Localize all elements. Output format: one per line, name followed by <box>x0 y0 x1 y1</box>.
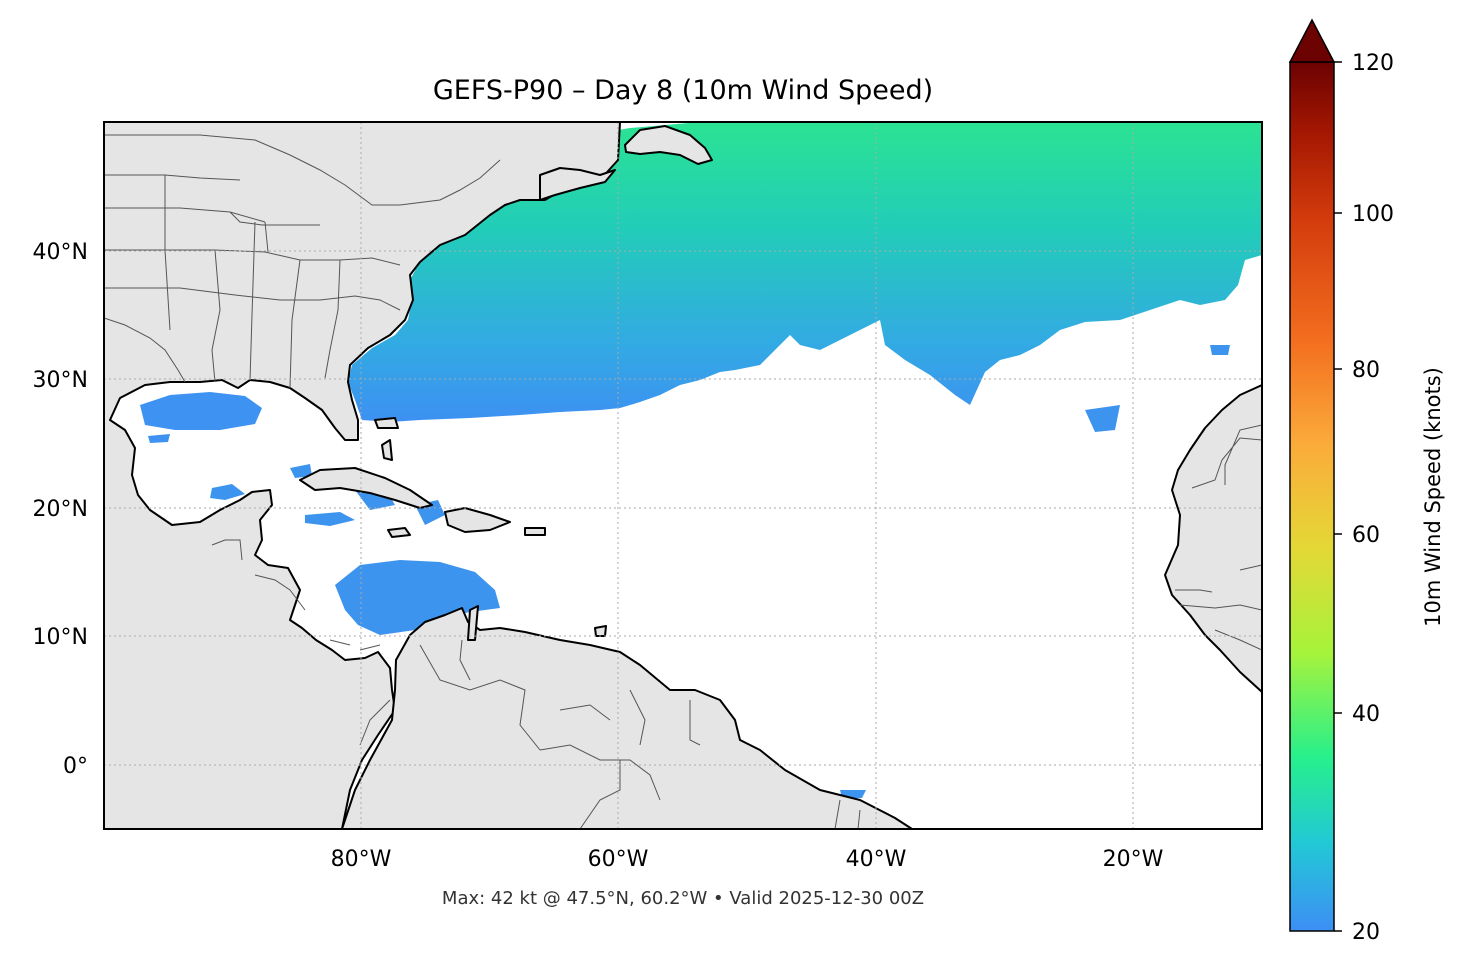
lon-tick-label: 40°W <box>846 847 907 872</box>
land-trinidad <box>594 625 607 637</box>
colorbar-tick-label: 80 <box>1352 358 1380 383</box>
border-us-mexico <box>104 317 186 383</box>
lon-tick-label: 80°W <box>331 847 392 872</box>
colorbar: 20 40 60 80 100 120 10m Wind Speed (knot… <box>1288 18 1445 945</box>
land-jamaica <box>387 527 411 538</box>
lon-tick-labels: 80°W 60°W 40°W 20°W <box>331 847 1164 872</box>
land-south-america <box>341 607 913 829</box>
lat-tick-label: 30°N <box>33 368 88 393</box>
gridlines <box>104 122 1262 829</box>
border-us-canada <box>104 134 501 206</box>
land-africa <box>1164 384 1262 693</box>
colorbar-tick-label: 60 <box>1352 523 1380 548</box>
lat-tick-label: 0° <box>63 754 88 779</box>
land-masses <box>104 122 1262 829</box>
colorbar-ticks <box>1334 61 1342 932</box>
lat-tick-label: 40°N <box>33 240 88 265</box>
border-africa <box>1175 424 1262 651</box>
map-area <box>104 122 1262 829</box>
land-cuba <box>299 467 433 509</box>
colorbar-tick-label: 120 <box>1352 51 1394 76</box>
land-yucatan-island <box>467 605 479 641</box>
wind-field-gulf <box>140 392 262 430</box>
land-newfoundland <box>539 167 616 201</box>
colorbar-tick-label: 20 <box>1352 920 1380 945</box>
colorbar-gradient <box>1289 61 1335 932</box>
colorbar-tick-label: 100 <box>1352 202 1394 227</box>
border-central-america <box>211 539 381 651</box>
wind-field-caribbean <box>335 560 500 635</box>
colorbar-label: 10m Wind Speed (knots) <box>1421 367 1445 627</box>
lat-tick-label: 20°N <box>33 497 88 522</box>
map-title: GEFS-P90 – Day 8 (10m Wind Speed) <box>433 75 933 106</box>
land-north-america <box>104 122 621 829</box>
map-frame <box>103 121 1263 830</box>
land-puerto-rico <box>524 527 546 536</box>
lon-tick-label: 20°W <box>1103 847 1164 872</box>
wind-field-atlantic <box>348 122 1262 422</box>
border-us-states-1 <box>104 174 401 311</box>
lat-tick-label: 10°N <box>33 625 88 650</box>
land-bahamas <box>374 417 399 461</box>
land-greenland-tip <box>624 125 713 165</box>
border-south-america <box>359 639 861 829</box>
colorbar-extend-arrow <box>1288 18 1336 63</box>
wind-field-gulf-2 <box>148 434 170 443</box>
lon-tick-label: 60°W <box>588 847 649 872</box>
map-footnote: Max: 42 kt @ 47.5°N, 60.2°W • Valid 2025… <box>442 888 924 909</box>
colorbar-tick-label: 40 <box>1352 702 1380 727</box>
land-hispaniola <box>444 507 511 533</box>
border-us-states-2 <box>164 175 341 389</box>
lat-tick-labels: 40°N 30°N 20°N 10°N 0° <box>33 240 88 779</box>
political-borders <box>104 134 1262 829</box>
